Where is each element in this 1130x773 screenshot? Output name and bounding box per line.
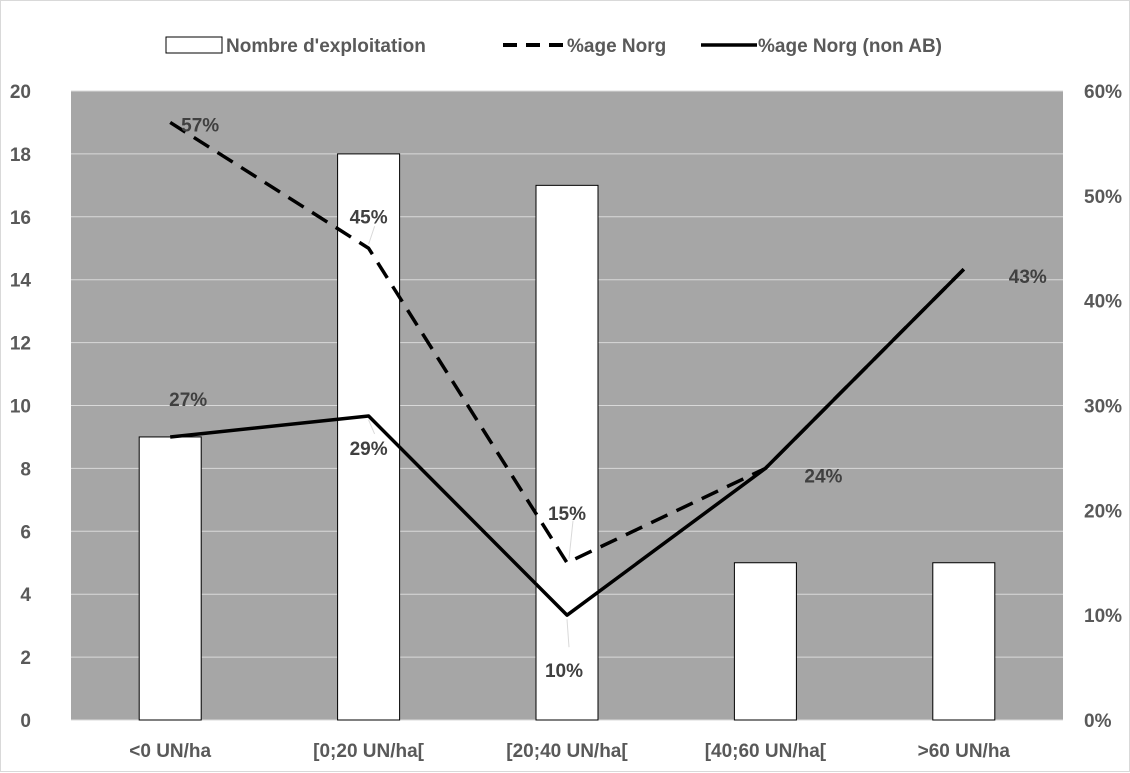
legend-swatch-bar [165, 36, 223, 54]
y-tick-label: 20 [10, 82, 31, 103]
leader-line [368, 419, 376, 435]
data-label: 24% [804, 466, 842, 487]
bar [932, 562, 996, 721]
y2-tick-label: 60% [1084, 82, 1122, 103]
leader-line [566, 619, 570, 648]
legend-label: %age Norg (non AB) [758, 36, 942, 57]
y-tick-label: 0 [20, 711, 31, 732]
line-norg [169, 120, 966, 565]
y-tick-label: 16 [10, 208, 31, 229]
data-label: 15% [548, 504, 586, 525]
bar [138, 436, 202, 721]
x-tick-label: <0 UN/ha [129, 741, 211, 762]
leader-line [568, 520, 574, 559]
y-tick-label: 12 [10, 334, 31, 355]
y2-tick-label: 50% [1084, 187, 1122, 208]
y2-tick-label: 30% [1084, 397, 1122, 418]
x-tick-label: [0;20 UN/ha[ [313, 741, 425, 762]
legend-label: Nombre d'exploitation [226, 36, 426, 57]
data-label: 27% [169, 390, 207, 411]
y2-tick-label: 20% [1084, 501, 1122, 522]
x-tick-label: [20;40 UN/ha[ [506, 741, 628, 762]
y-tick-label: 4 [20, 585, 31, 606]
data-label: 45% [350, 207, 388, 228]
x-tick-label: >60 UN/ha [918, 741, 1011, 762]
y-tick-label: 14 [10, 271, 32, 292]
y2-tick-label: 10% [1084, 606, 1122, 627]
data-label: 57% [181, 115, 219, 136]
bar [535, 184, 599, 721]
legend-label: %age Norg [567, 36, 666, 57]
y-tick-label: 6 [20, 522, 31, 543]
y-tick-label: 10 [10, 397, 31, 418]
y-tick-label: 18 [10, 145, 31, 166]
y2-tick-label: 40% [1084, 292, 1122, 313]
data-label: 43% [1009, 267, 1047, 288]
y-tick-label: 8 [20, 459, 31, 480]
y-tick-label: 2 [20, 648, 31, 669]
x-tick-label: [40;60 UN/ha[ [705, 741, 827, 762]
leader-line [368, 226, 376, 245]
data-label: 10% [545, 661, 583, 682]
data-label: 29% [350, 439, 388, 460]
bar [733, 562, 797, 721]
line-norg-non-ab [170, 267, 966, 617]
y2-tick-label: 0% [1084, 711, 1112, 732]
